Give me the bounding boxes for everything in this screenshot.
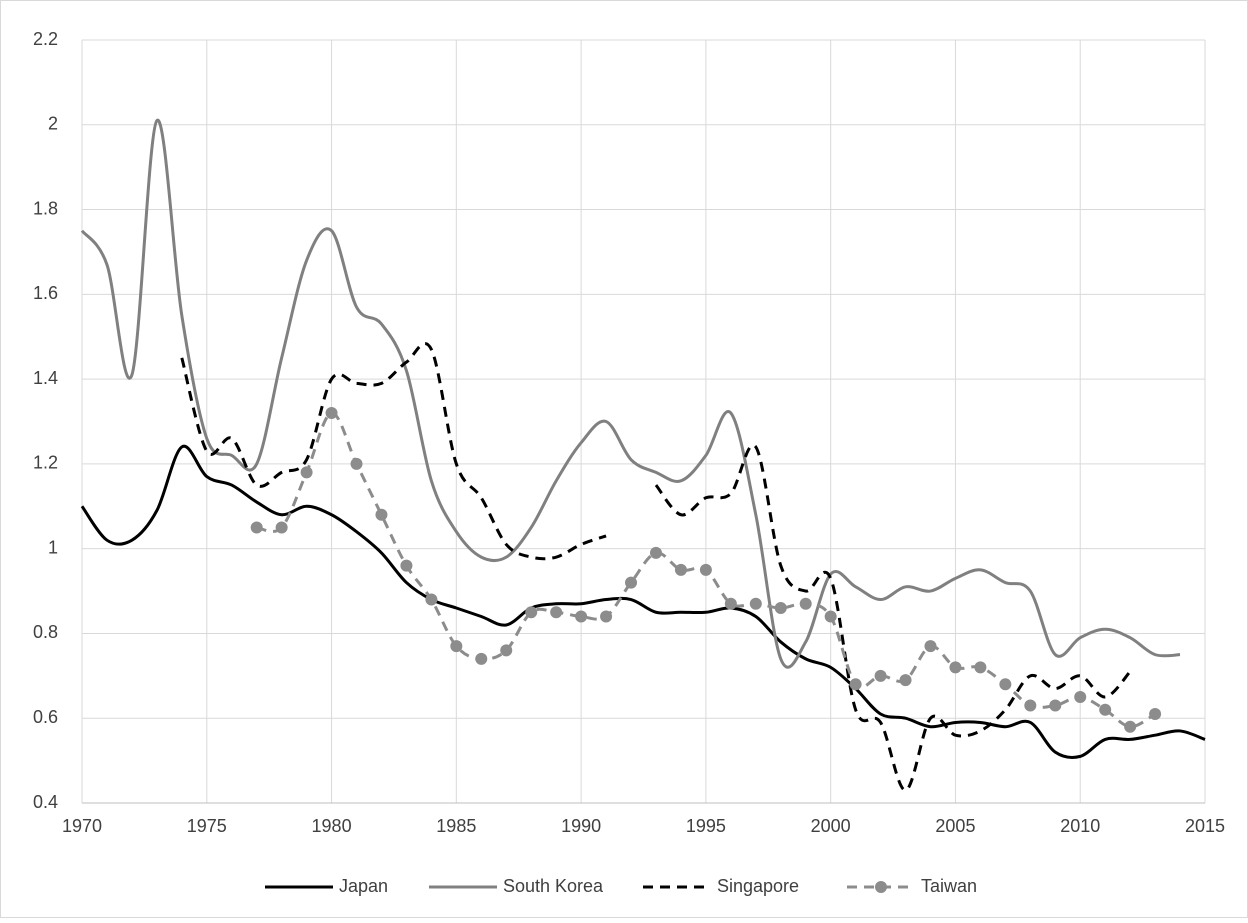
- point: [575, 610, 588, 623]
- point: [749, 597, 762, 610]
- point: [525, 606, 538, 619]
- point: [475, 652, 488, 665]
- x-tick-label: 2000: [811, 816, 851, 836]
- y-tick-label: 1.4: [33, 368, 58, 388]
- point: [325, 407, 338, 420]
- legend-marker: [875, 881, 887, 893]
- point: [1124, 720, 1137, 733]
- point: [699, 563, 712, 576]
- x-tick-label: 1985: [436, 816, 476, 836]
- point: [375, 508, 388, 521]
- point: [450, 640, 463, 653]
- point: [824, 610, 837, 623]
- point: [999, 678, 1012, 691]
- x-tick-label: 1980: [312, 816, 352, 836]
- point: [550, 606, 563, 619]
- point: [500, 644, 513, 657]
- y-tick-label: 1: [48, 537, 58, 557]
- point: [275, 521, 288, 534]
- legend-label: Taiwan: [921, 876, 977, 896]
- x-tick-label: 1970: [62, 816, 102, 836]
- point: [949, 661, 962, 674]
- point: [400, 559, 413, 572]
- series-line: [180, 341, 1132, 792]
- legend-label: Singapore: [717, 876, 799, 896]
- point: [899, 674, 912, 687]
- y-tick-label: 2.2: [33, 29, 58, 49]
- point: [774, 602, 787, 615]
- y-tick-label: 0.8: [33, 622, 58, 642]
- point: [649, 546, 662, 559]
- point: [799, 597, 812, 610]
- series-line: [80, 444, 1206, 759]
- point: [924, 640, 937, 653]
- y-tick-label: 1.6: [33, 283, 58, 303]
- y-tick-label: 0.6: [33, 707, 58, 727]
- x-tick-label: 1990: [561, 816, 601, 836]
- point: [849, 678, 862, 691]
- point: [250, 521, 263, 534]
- point: [300, 466, 313, 479]
- x-tick-label: 2005: [935, 816, 975, 836]
- x-tick-label: 1975: [187, 816, 227, 836]
- series-line: [80, 119, 1181, 669]
- point: [724, 597, 737, 610]
- legend-label: Japan: [339, 876, 388, 896]
- point: [425, 593, 438, 606]
- y-tick-label: 2: [48, 114, 58, 134]
- point: [1049, 699, 1062, 712]
- x-tick-label: 2010: [1060, 816, 1100, 836]
- y-tick-label: 1.8: [33, 198, 58, 218]
- point: [874, 669, 887, 682]
- x-tick-label: 1995: [686, 816, 726, 836]
- point: [1099, 703, 1112, 716]
- point: [974, 661, 987, 674]
- point: [600, 610, 613, 623]
- legend-label: South Korea: [503, 876, 604, 896]
- point: [350, 457, 363, 470]
- x-tick-label: 2015: [1185, 816, 1225, 836]
- point: [1149, 707, 1162, 720]
- point: [674, 563, 687, 576]
- y-tick-label: 1.2: [33, 453, 58, 473]
- y-tick-label: 0.4: [33, 792, 58, 812]
- point: [1024, 699, 1037, 712]
- point: [1074, 691, 1087, 704]
- point: [625, 576, 638, 589]
